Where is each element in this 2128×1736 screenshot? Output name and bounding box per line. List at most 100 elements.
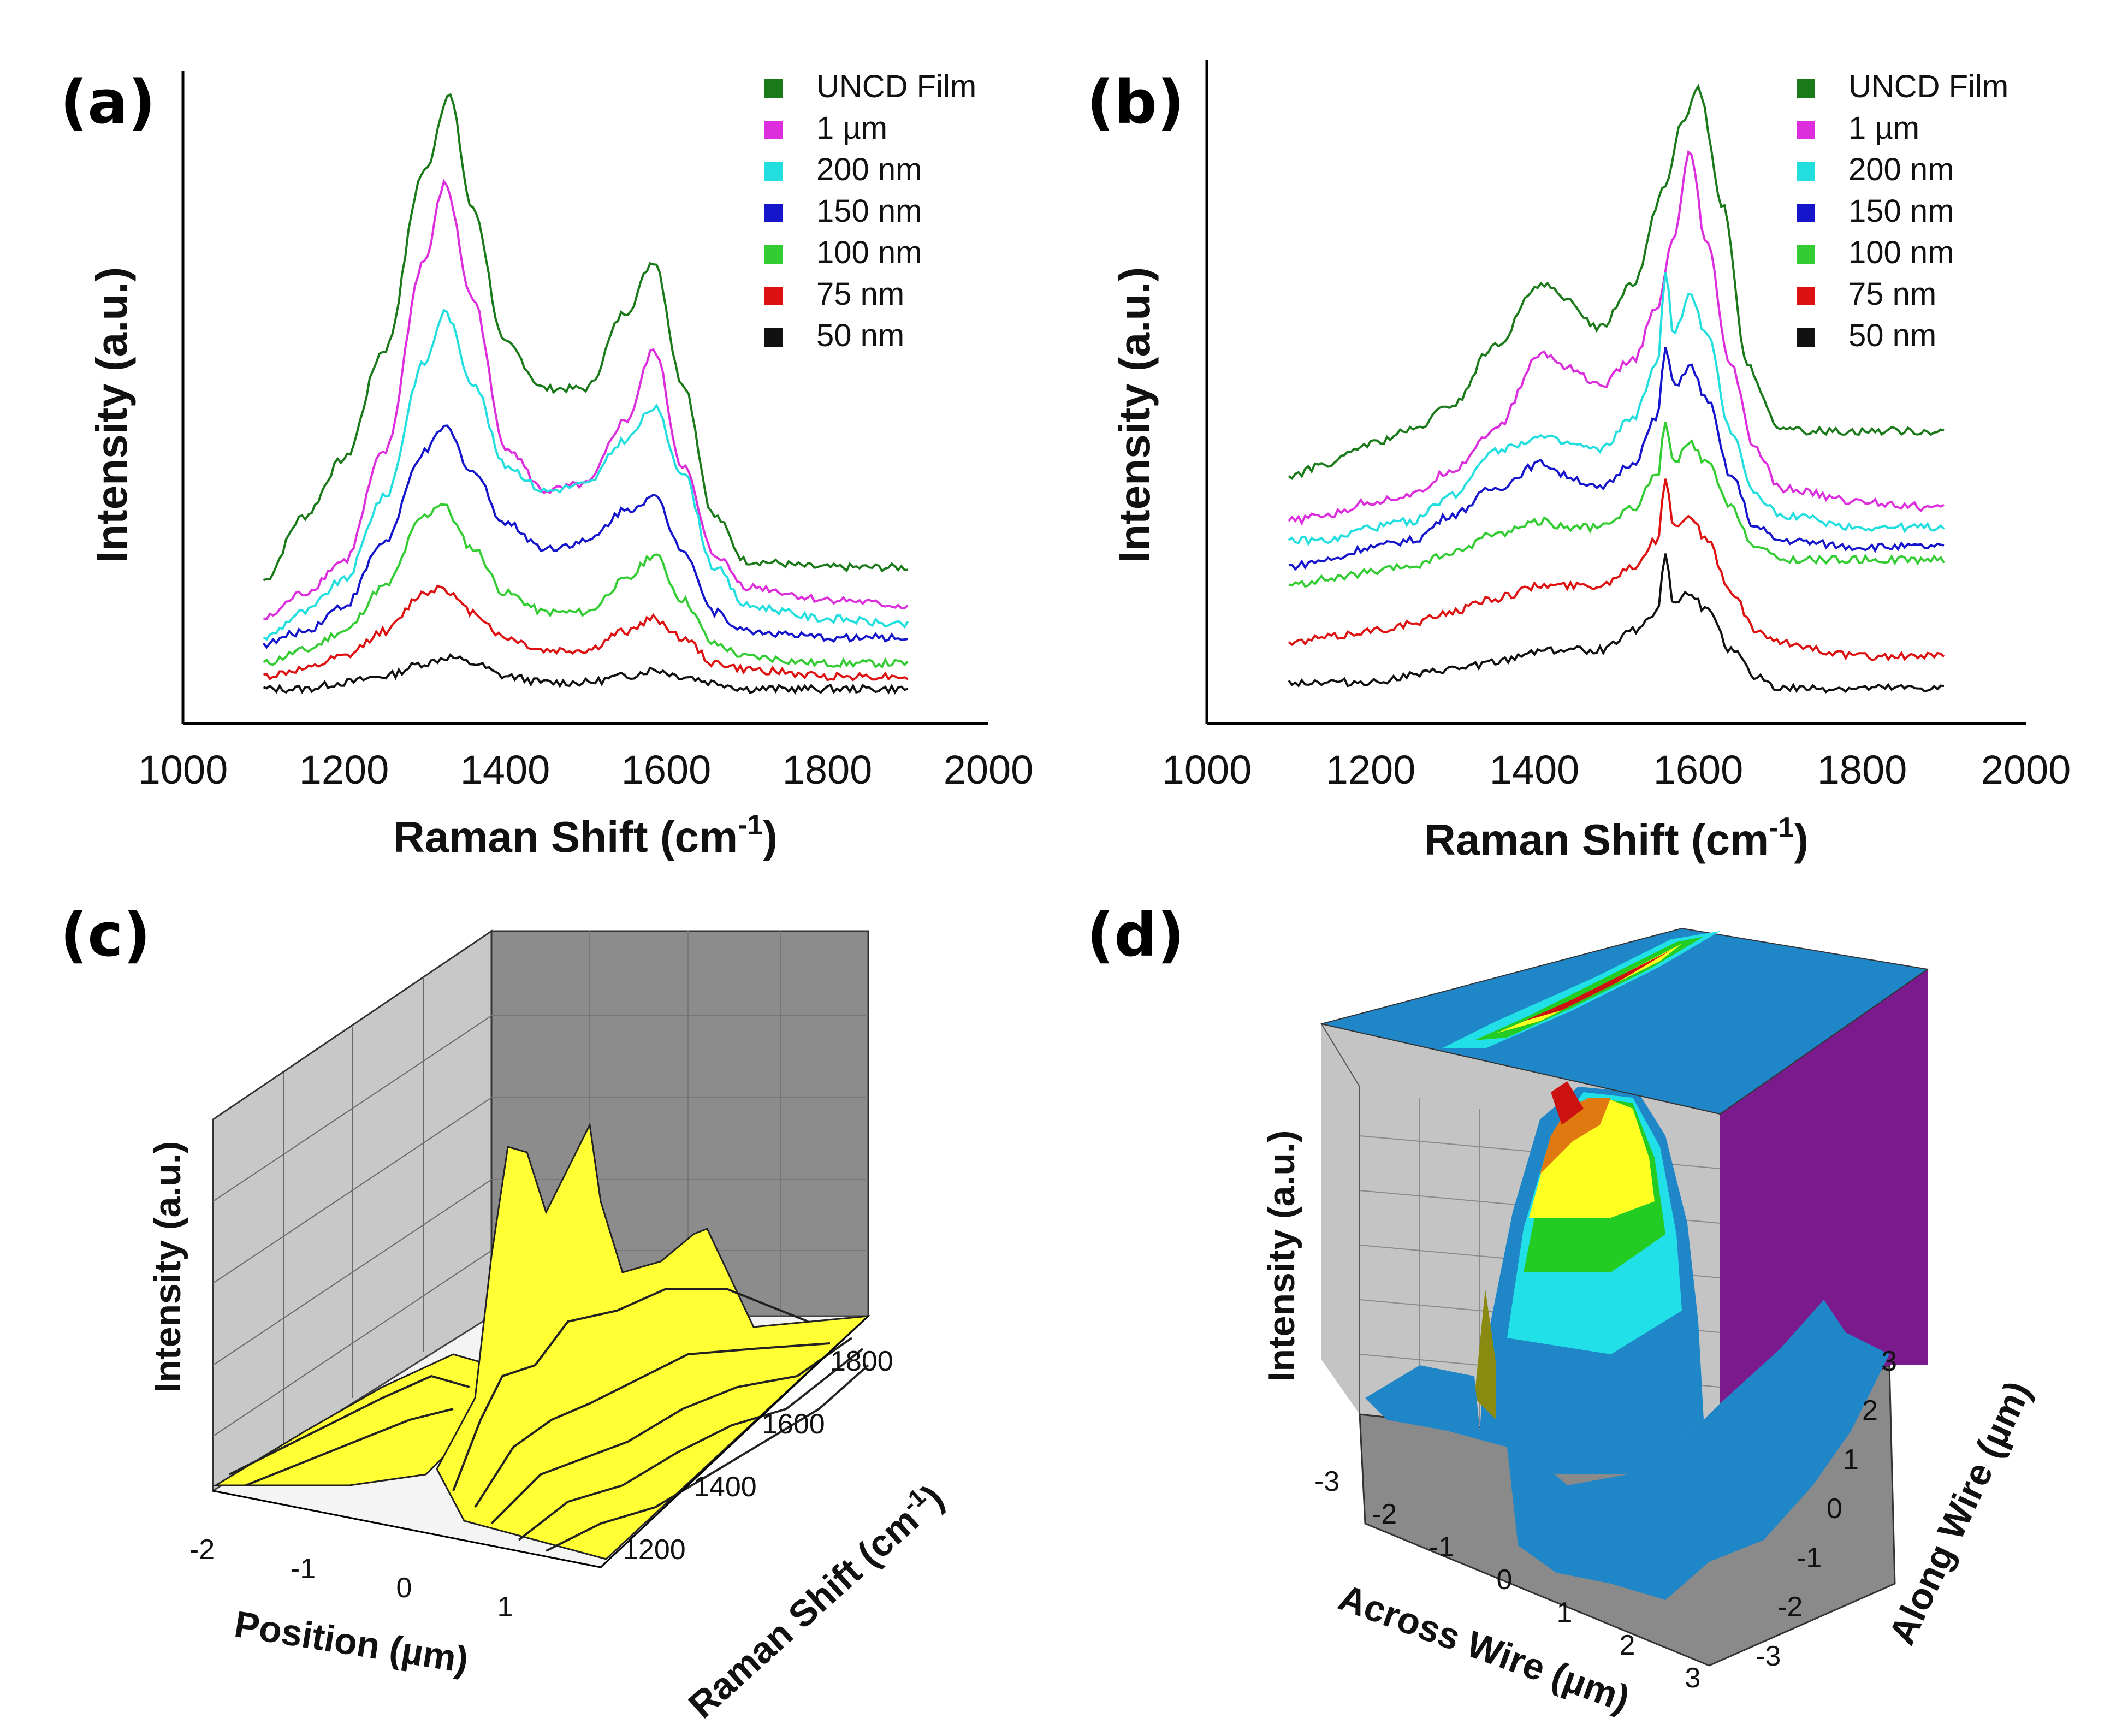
panel-d-xtick: 0 bbox=[1497, 1564, 1513, 1596]
panel-b-series-line bbox=[1288, 422, 1945, 588]
panel-a-xtick: 1400 bbox=[460, 747, 550, 792]
panel-d-xtick: 1 bbox=[1557, 1597, 1573, 1628]
panel-a-xtick: 2000 bbox=[944, 747, 1034, 792]
panel-d-top-plane bbox=[1321, 927, 1929, 1115]
panel-b-legend-label: 150 nm bbox=[1848, 193, 1954, 229]
panel-b-legend: UNCD Film 1 µm 200 nm 150 nm 100 nm 75 nm 50 n… bbox=[1797, 69, 2008, 353]
panel-a-legend-swatch bbox=[764, 204, 783, 222]
panel-b-xtick: 1800 bbox=[1817, 747, 1907, 792]
panel-b-xtick: 2000 bbox=[1981, 747, 2071, 792]
panel-b-legend-label: 100 nm bbox=[1848, 235, 1954, 270]
panel-c-z-axis-title: Intensity (a.u.) bbox=[147, 1141, 188, 1393]
panel-b-series bbox=[1288, 84, 1945, 694]
panel-d-band-yellow bbox=[1529, 1098, 1655, 1218]
panel-a-legend-label: 100 nm bbox=[816, 235, 922, 270]
panel-b-series-line bbox=[1288, 84, 1945, 480]
panel-b-x-axis-title: Raman Shift (cm-1) bbox=[1424, 812, 1809, 864]
panel-d-xtick: -1 bbox=[1429, 1531, 1454, 1563]
panel-d-left-wall-edge bbox=[1321, 1024, 1360, 1414]
panel-b-y-axis-title: Intensity (a.u.) bbox=[1110, 267, 1159, 563]
panel-b-legend-swatch bbox=[1797, 79, 1815, 98]
panel-a-legend-swatch bbox=[764, 121, 783, 139]
panel-c-ytick: 1800 bbox=[830, 1346, 893, 1377]
panel-a-label: (a) bbox=[60, 67, 156, 137]
panel-a-legend-label: UNCD Film bbox=[816, 69, 976, 104]
panel-c-y-axis bbox=[600, 1315, 869, 1568]
panel-b-xlabel-sup: -1 bbox=[1769, 812, 1794, 844]
panel-a-series bbox=[262, 93, 909, 695]
panel-d-label: (d) bbox=[1087, 900, 1184, 970]
panel-b-x-ticks: 1000 1200 1400 1600 1800 2000 bbox=[1162, 747, 2071, 792]
panel-b-legend-label: 50 nm bbox=[1848, 318, 1936, 353]
panel-a-xtick: 1800 bbox=[783, 747, 873, 792]
panel-a-legend: UNCD Film 1 µm 200 nm 150 nm 100 nm 75 nm 50 n… bbox=[764, 69, 976, 353]
panel-a-legend-label: 150 nm bbox=[816, 193, 922, 229]
panel-b-legend-label: UNCD Film bbox=[1848, 69, 2008, 104]
panel-c-label: (c) bbox=[60, 900, 151, 970]
panel-b-legend-swatch bbox=[1797, 204, 1815, 222]
panel-a-xtick: 1200 bbox=[299, 747, 389, 792]
panel-a-legend-label: 200 nm bbox=[816, 152, 922, 187]
panel-c-xtick: -1 bbox=[291, 1553, 316, 1585]
panel-d-ytick: -3 bbox=[1756, 1640, 1781, 1672]
panel-c-xtick: 1 bbox=[497, 1591, 513, 1623]
panel-d-xtick: -3 bbox=[1314, 1466, 1339, 1497]
panel-a-x-axis-title: Raman Shift (cm-1) bbox=[393, 809, 778, 861]
panel-a-series-line bbox=[263, 93, 908, 582]
panel-a-legend-label: 1 µm bbox=[816, 110, 887, 146]
panel-b-legend-swatch bbox=[1797, 245, 1815, 264]
panel-a-series-line bbox=[263, 503, 909, 669]
panel-b-series-line bbox=[1288, 347, 1945, 571]
panel-b-series-line bbox=[1288, 150, 1945, 526]
panel-a-legend-label: 50 nm bbox=[816, 318, 904, 353]
panel-d-xtick: -2 bbox=[1372, 1498, 1397, 1530]
panel-a-chart: (a) 1000 1200 1400 1600 1800 2000 Raman … bbox=[60, 67, 1033, 861]
panel-a-xlabel-sup: -1 bbox=[738, 809, 763, 841]
panel-d-surface-base bbox=[1365, 1300, 1889, 1600]
panel-c-ytick: 1200 bbox=[623, 1534, 686, 1566]
panel-b-legend-label: 75 nm bbox=[1848, 276, 1936, 312]
panel-b-series-line bbox=[1288, 553, 1945, 694]
panel-b-legend-swatch bbox=[1797, 287, 1815, 305]
panel-d-chart: (d) bbox=[1087, 900, 2039, 1720]
panel-c-ridge-lines bbox=[229, 1288, 869, 1552]
panel-c-xtick: 0 bbox=[396, 1572, 412, 1604]
panel-c-xtick: -2 bbox=[189, 1534, 215, 1566]
panel-b-series-line bbox=[1288, 478, 1945, 662]
panel-a-series-line bbox=[263, 308, 909, 641]
panel-a-series-line bbox=[262, 424, 908, 649]
panel-c-x-axis bbox=[212, 1490, 601, 1568]
panel-a-x-ticks: 1000 1200 1400 1600 1800 2000 bbox=[138, 747, 1034, 792]
panel-a-series-line bbox=[263, 584, 909, 682]
panel-b-xtick: 1600 bbox=[1653, 747, 1744, 792]
panel-d-ytick: -1 bbox=[1797, 1542, 1822, 1574]
panel-d-ytick: 2 bbox=[1862, 1395, 1878, 1426]
panel-a-legend-swatch bbox=[764, 79, 783, 98]
panel-d-band-orange bbox=[1540, 1098, 1611, 1174]
panel-d-xtick: 2 bbox=[1620, 1630, 1635, 1661]
panel-a-xtick: 1600 bbox=[621, 747, 712, 792]
panel-d-purple-wall bbox=[1720, 969, 1928, 1453]
panel-b-xtick: 1200 bbox=[1326, 747, 1416, 792]
panel-b-legend-swatch bbox=[1797, 328, 1815, 347]
panel-d-ytick: 1 bbox=[1843, 1444, 1859, 1476]
panel-b-xtick: 1400 bbox=[1490, 747, 1580, 792]
panel-a-legend-swatch bbox=[764, 328, 783, 347]
panel-c-x-axis-title: Position (µm) bbox=[232, 1603, 471, 1681]
panel-b-xlabel-main: Raman Shift (cm bbox=[1424, 815, 1769, 864]
panel-b-chart: (b) 1000 1200 1400 1600 1800 2000 Raman … bbox=[1087, 60, 2071, 864]
panel-d-olive-sliver bbox=[1474, 1289, 1496, 1420]
panel-b-legend-swatch bbox=[1797, 162, 1815, 181]
panel-b-legend-label: 1 µm bbox=[1848, 110, 1919, 146]
panel-b-series-line bbox=[1288, 272, 1945, 547]
panel-b-xtick: 1000 bbox=[1162, 747, 1252, 792]
panel-a-y-axis-title: Intensity (a.u.) bbox=[87, 267, 136, 563]
panel-d-band-red bbox=[1551, 1081, 1584, 1125]
panel-a-xlabel-main: Raman Shift (cm bbox=[393, 813, 738, 861]
panel-c-y-axis-title: Raman Shift (cm-1) bbox=[679, 1476, 951, 1727]
panel-a-legend-swatch bbox=[764, 245, 783, 264]
panel-a-series-line bbox=[263, 179, 909, 620]
panel-c-ytick: 1600 bbox=[762, 1408, 825, 1440]
panel-c-ylabel-main: Raman Shift (cm bbox=[681, 1500, 927, 1726]
